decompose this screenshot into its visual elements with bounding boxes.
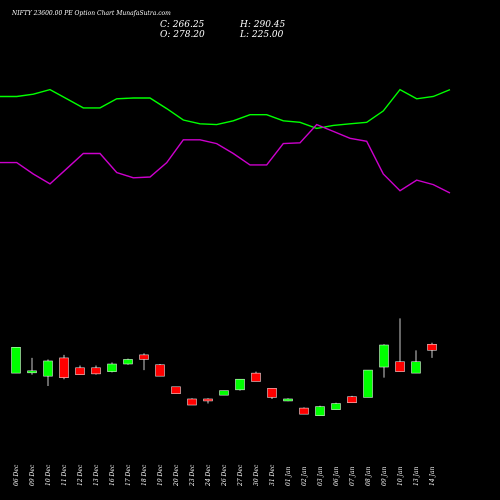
- candle-body: [187, 398, 197, 406]
- candle-body: [299, 407, 309, 415]
- x-tick-label: 13 Jan: [413, 466, 420, 486]
- candle-body: [219, 390, 229, 396]
- candle-body: [395, 361, 405, 372]
- candle: [427, 342, 437, 358]
- candle-body: [91, 367, 101, 375]
- x-tick-label: 07 Jan: [349, 466, 356, 486]
- x-tick-label: 19 Dec: [157, 464, 164, 486]
- candle: [27, 357, 37, 375]
- indicator-line-1: [0, 88, 451, 130]
- indicator-line-2: [0, 123, 451, 194]
- candle-body: [363, 369, 373, 398]
- candle-body: [315, 406, 325, 416]
- x-tick-label: 09 Dec: [29, 464, 36, 486]
- candle-body: [139, 354, 149, 360]
- chart-title: NIFTY 23600.00 PE Option Chart MunafaSut…: [11, 10, 171, 17]
- open-label: O: 278.20: [160, 30, 205, 40]
- x-tick-label: 02 Jan: [301, 466, 308, 486]
- candle-body: [43, 360, 53, 377]
- candle: [283, 398, 293, 402]
- candle-body: [235, 378, 245, 391]
- candle-body: [107, 363, 117, 372]
- candle: [139, 353, 149, 371]
- x-tick-label: 23 Dec: [189, 464, 196, 487]
- x-tick-label: 10 Dec: [45, 464, 52, 486]
- candle: [187, 398, 197, 406]
- high-label: H: 290.45: [239, 20, 286, 30]
- candle: [379, 344, 389, 378]
- x-tick-label: 17 Dec: [125, 464, 132, 486]
- candle: [395, 318, 405, 372]
- candle: [11, 347, 21, 374]
- x-tick-label: 14 Jan: [429, 466, 436, 486]
- candle: [299, 407, 309, 415]
- candle-body: [123, 359, 133, 365]
- candle-body: [27, 370, 37, 374]
- candle-body: [331, 403, 341, 410]
- low-label: L: 225.00: [239, 30, 284, 40]
- x-tick-label: 27 Dec: [237, 464, 244, 487]
- x-tick-label: 09 Jan: [381, 466, 388, 486]
- candle-body: [347, 396, 357, 404]
- candle: [171, 386, 181, 394]
- x-tick-label: 11 Dec: [61, 464, 68, 486]
- x-tick-label: 08 Jan: [365, 466, 372, 486]
- close-label: C: 266.25: [160, 20, 205, 30]
- candle-body: [75, 367, 85, 375]
- candle-body: [283, 398, 293, 402]
- x-tick-label: 18 Dec: [141, 464, 148, 486]
- candle: [331, 402, 341, 410]
- candles: [11, 318, 437, 416]
- x-axis-ticks: 06 Dec 09 Dec 10 Dec 11 Dec 12 Dec 13 Dec 16 D…: [13, 464, 436, 487]
- candle: [107, 362, 117, 373]
- x-tick-label: 30 Dec: [253, 464, 260, 486]
- candle: [235, 378, 245, 391]
- x-tick-label: 24 Dec: [205, 464, 212, 487]
- x-tick-label: 10 Jan: [397, 466, 404, 486]
- x-tick-label: 20 Dec: [173, 464, 180, 487]
- candle-body: [427, 343, 437, 351]
- candle-body: [155, 364, 165, 377]
- candle: [315, 405, 325, 416]
- candle-body: [203, 398, 213, 402]
- x-tick-label: 12 Dec: [77, 464, 84, 486]
- x-tick-label: 01 Jan: [285, 466, 292, 486]
- x-tick-label: 13 Dec: [93, 464, 100, 486]
- candle: [251, 371, 261, 382]
- candle-body: [251, 372, 261, 382]
- x-tick-label: 16 Dec: [109, 464, 116, 486]
- candle: [155, 364, 165, 377]
- candle-body: [267, 388, 277, 398]
- candle: [91, 365, 101, 375]
- candle-body: [379, 344, 389, 368]
- candle-body: [11, 347, 21, 374]
- indicator-lines: [0, 88, 451, 194]
- x-tick-label: 31 Dec: [269, 464, 276, 486]
- candle: [59, 354, 69, 380]
- candle: [219, 390, 229, 396]
- candle: [123, 358, 133, 365]
- candle: [203, 398, 213, 404]
- x-tick-label: 06 Jan: [333, 466, 340, 486]
- x-tick-label: 03 Jan: [317, 466, 324, 486]
- candle: [43, 359, 53, 387]
- candle: [75, 365, 85, 375]
- candle-body: [171, 386, 181, 394]
- candle: [267, 388, 277, 399]
- candle: [411, 350, 421, 374]
- candle: [347, 395, 357, 404]
- candle-body: [411, 361, 421, 374]
- x-tick-label: 06 Dec: [13, 464, 20, 486]
- candle: [363, 369, 373, 398]
- candle-body: [59, 357, 69, 378]
- x-tick-label: 26 Dec: [221, 464, 228, 487]
